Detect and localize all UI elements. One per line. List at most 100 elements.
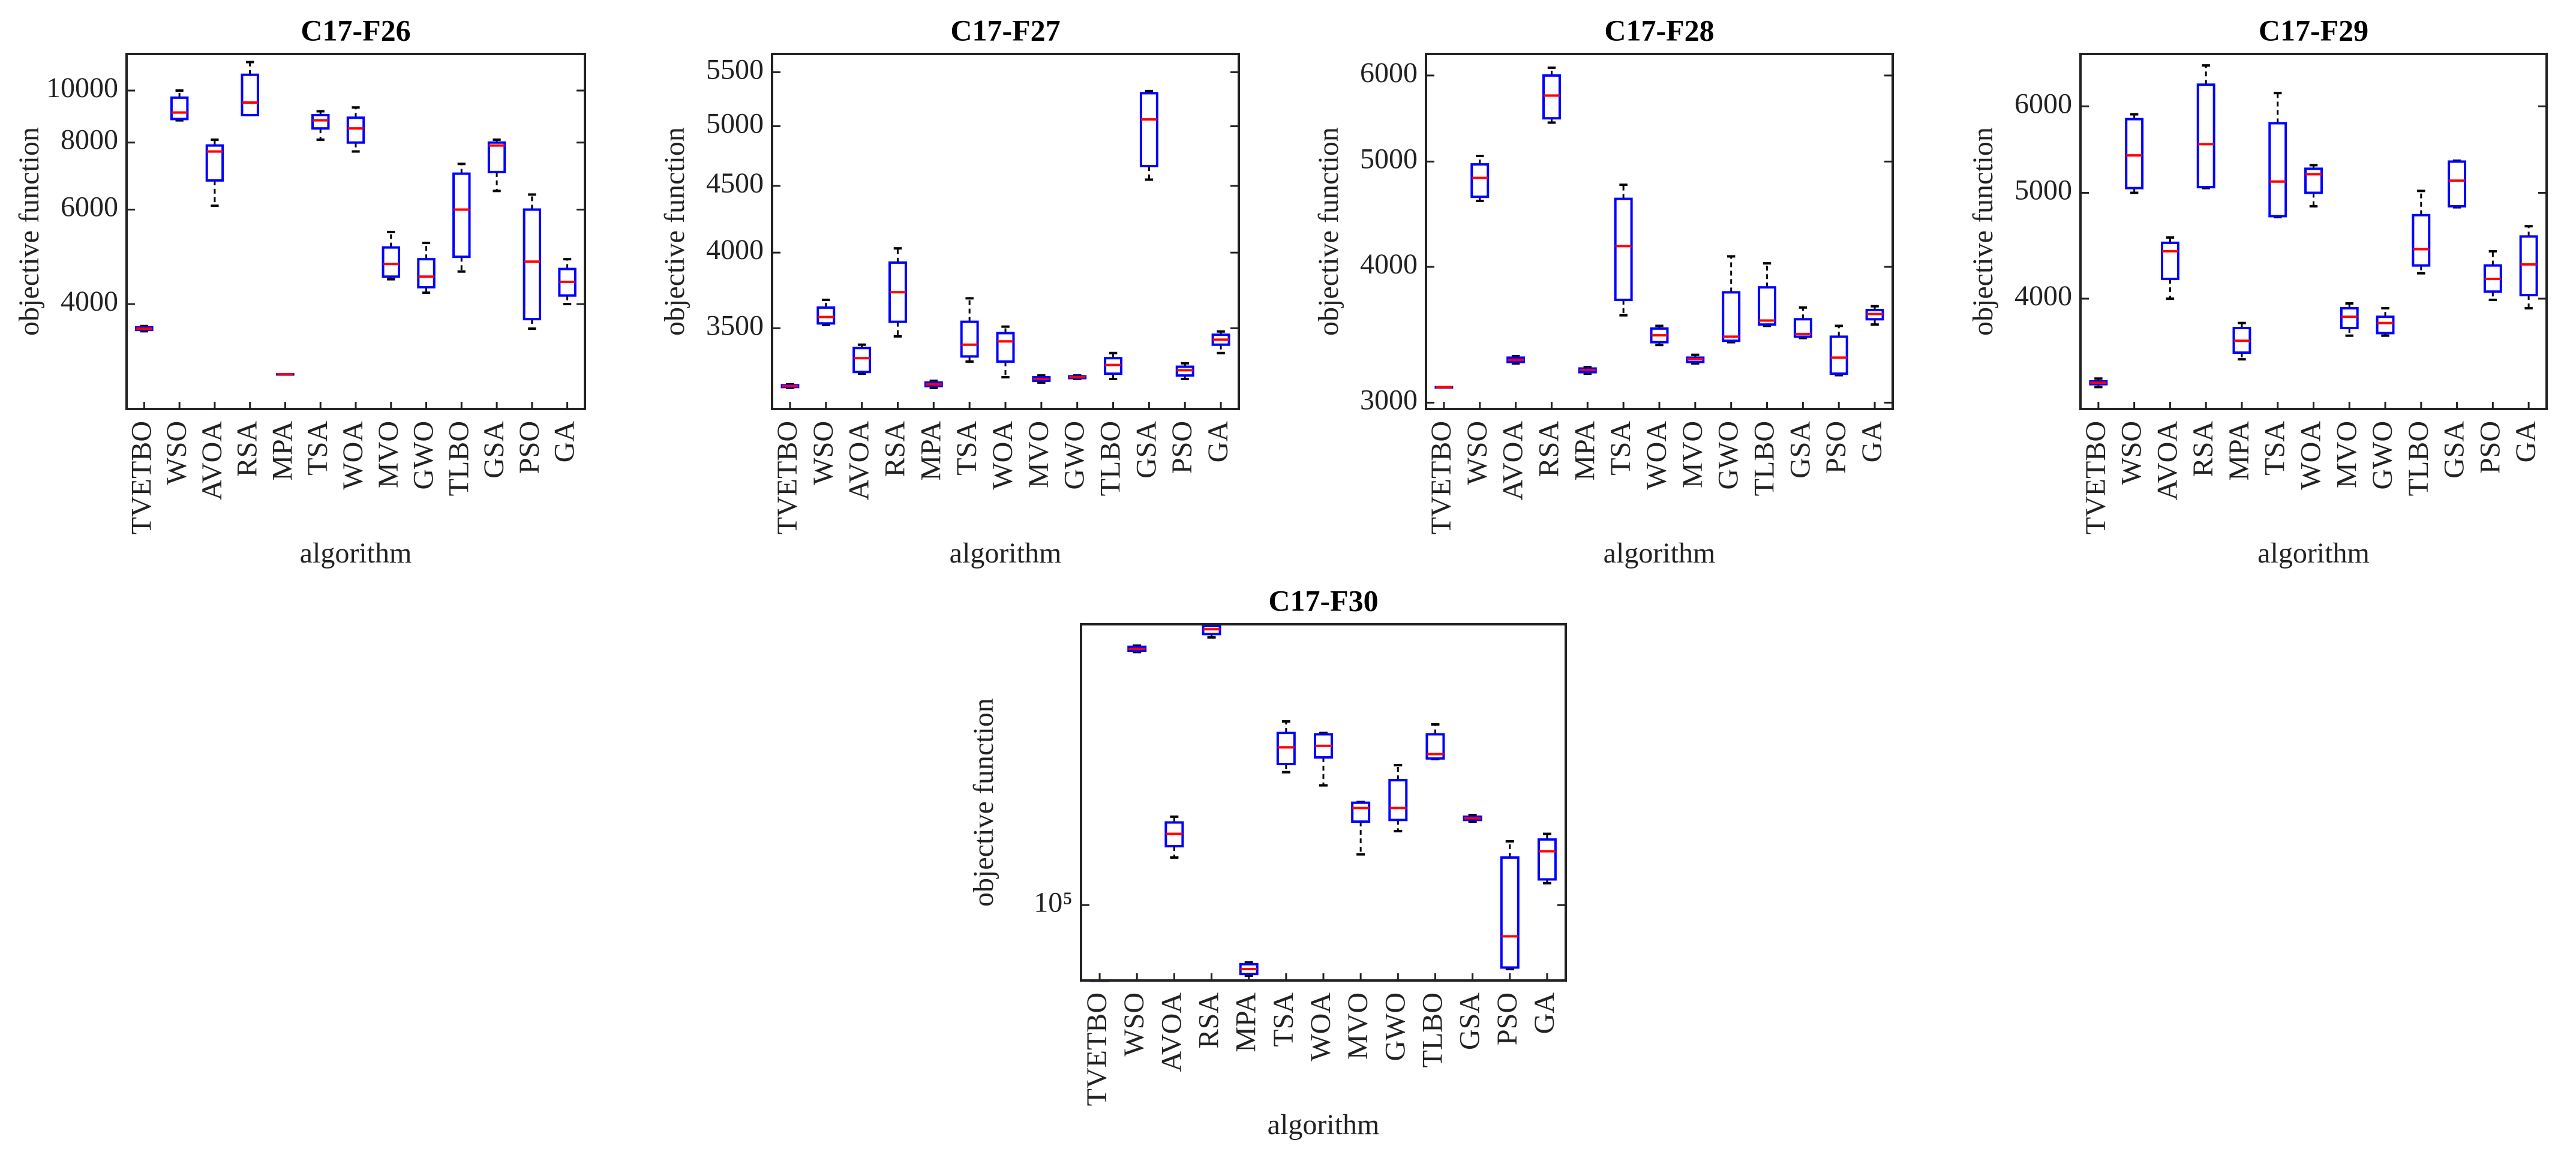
x-tick-label: MVO [1677,421,1709,488]
x-axis-label: algorithm [1604,537,1716,569]
x-tick-label: WOA [1641,421,1673,490]
x-tick-label: TVETBO [125,421,157,534]
x-tick-label: WOA [1305,992,1337,1061]
box [1722,291,1741,342]
x-tick-label: TLBO [1416,992,1448,1067]
box [452,172,471,258]
x-tick-label: MVO [2331,421,2362,488]
x-tick-label: AVOA [843,421,875,501]
panel-title: C17-F29 [2259,13,2368,47]
x-tick-label: MPA [915,421,947,481]
x-tick-label: GSA [2439,421,2470,479]
x-tick-label: MPA [1569,421,1601,481]
x-tick-label: PSO [1491,992,1523,1045]
y-tick-label: 10000 [46,72,118,104]
x-tick-label: RSA [1533,421,1565,477]
y-axis-label: objective function [1313,127,1344,336]
x-tick-label: TSA [1605,421,1637,476]
box [241,73,259,116]
y-tick-label: 6000 [61,191,118,223]
box [523,208,542,321]
box-panel: C17-F27 objective function algorithm 3500 40… [659,13,1240,569]
x-tick-label: MVO [1342,992,1374,1060]
x-tick-label: AVOA [1155,992,1187,1072]
x-tick-label: AVOA [196,421,228,501]
box [2412,213,2431,267]
box [2519,235,2538,297]
y-tick-label: 6000 [2014,88,2072,119]
box [2268,122,2287,218]
x-tick-label: WSO [1118,992,1150,1057]
x-axis-label: algorithm [2257,537,2370,569]
x-tick-label: TVETBO [771,421,803,534]
y-tick-label: 3500 [706,309,764,341]
x-tick-label: RSA [232,421,263,477]
x-tick-label: GA [1529,992,1560,1034]
x-tick-label: WSO [807,421,839,485]
x-tick-label: GA [549,421,581,463]
box [417,258,436,288]
box [2448,160,2467,207]
x-tick-label: TSA [2259,421,2291,476]
box [487,141,506,173]
box [1537,838,1557,881]
box [205,144,224,182]
x-tick-label: GWO [1379,992,1411,1061]
x-tick-label: GSA [478,421,510,479]
x-tick-label: TSA [951,421,983,476]
x-tick-label: RSA [2187,421,2219,477]
y-tick-label: 5000 [706,107,764,139]
box-panel: C17-F29 objective function algorithm 4000 50… [1967,13,2548,569]
x-tick-label: GSA [1454,992,1486,1050]
x-tick-label: WOA [987,421,1019,490]
plot-frame [125,53,586,410]
x-axis-label: algorithm [1268,1109,1380,1141]
plot-frame [2079,53,2548,410]
panel-title: C17-F28 [1604,13,1714,47]
box [1614,197,1633,302]
y-tick-label: 8000 [61,124,118,156]
box [382,246,400,278]
x-tick-label: GSA [1130,421,1162,479]
x-tick-label: TLBO [2403,421,2434,496]
box [170,96,189,121]
x-tick-label: PSO [1166,421,1198,474]
x-tick-label: TSA [1268,992,1299,1047]
x-tick-label: TLBO [1749,421,1781,496]
x-tick-label: GWO [2367,421,2398,490]
x-tick-label: MVO [373,421,404,488]
x-tick-label: WSO [1461,421,1493,485]
x-tick-label: GSA [1784,421,1816,479]
x-tick-label: PSO [2474,421,2506,474]
box [311,113,330,130]
box [2125,118,2144,190]
x-tick-label: TVETBO [1081,992,1113,1106]
y-tick-label: 10⁵ [1034,886,1073,918]
x-tick-label: TLBO [1095,421,1127,496]
box [816,306,836,325]
x-axis-label: algorithm [300,537,412,569]
y-tick-label: 5000 [1360,143,1418,175]
plot-frame [1425,53,1894,410]
x-tick-label: WSO [2116,421,2148,485]
x-tick-label: WOA [337,421,369,490]
x-tick-label: MPA [266,421,298,481]
y-tick-label: 4000 [1360,248,1418,280]
panel-title: C17-F30 [1268,583,1378,617]
box-panel: C17-F28 objective function algorithm 3000 40… [1313,13,1894,569]
x-tick-label: TLBO [443,421,475,496]
box [1470,163,1490,198]
box [2304,167,2323,194]
x-tick-label: RSA [1193,992,1225,1049]
box [2376,315,2395,335]
y-tick-label: 4000 [61,285,118,317]
box-panel: C17-F26 objective function algorithm 4000 60… [13,13,586,569]
box [1425,733,1445,760]
x-tick-label: PSO [1820,421,1852,474]
x-tick-label: AVOA [2151,421,2183,501]
x-tick-label: GWO [1059,421,1091,490]
y-axis-label: objective function [13,127,45,336]
box [1351,801,1371,823]
box [1793,318,1812,338]
